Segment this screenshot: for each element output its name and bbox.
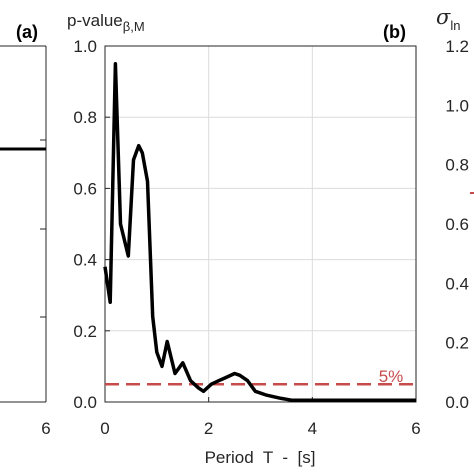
y-tick-label: 0.6 — [73, 179, 97, 198]
panel-c-y-tick-label: 0.4 — [445, 274, 469, 293]
panel-a-label: (a) — [16, 22, 38, 42]
panel-c-title-subscript: ln — [450, 18, 460, 33]
panel-b-title-subscript: β,M — [123, 19, 145, 34]
x-axis-title: Period T - [s] — [205, 448, 316, 467]
panel-c: σln 0.0 0.2 0.4 0.6 0.8 1.0 1.2 — [436, 5, 474, 412]
panel-c-ticks: 0.0 0.2 0.4 0.6 0.8 1.0 1.2 — [445, 37, 469, 412]
panel-b-label: (b) — [383, 22, 406, 42]
panel-b-frame — [104, 45, 417, 403]
panel-b-title: p-valueβ,M — [67, 11, 145, 34]
panel-b-ticks: 0 2 4 6 0.0 0.2 0.4 0.6 0.8 1.0 — [73, 37, 420, 438]
y-tick-label: 0.8 — [73, 108, 97, 127]
panel-c-y-tick-label: 0.8 — [445, 156, 469, 175]
panel-c-y-tick-label: 1.2 — [445, 37, 469, 56]
panel-c-y-tick-label: 0.2 — [445, 334, 469, 353]
panel-b: 0 2 4 6 0.0 0.2 0.4 0.6 0.8 1.0 5% (b) p-valueβ,M… — [67, 11, 421, 467]
threshold-label: 5% — [379, 367, 404, 386]
panel-c-y-tick-label: 0.6 — [445, 215, 469, 234]
panel-c-y-tick-label: 1.0 — [445, 96, 469, 115]
y-tick-label: 1.0 — [73, 37, 97, 56]
x-tick-label: 2 — [204, 419, 213, 438]
panel-c-y-tick-label: 0.0 — [445, 393, 469, 412]
x-tick-label: 4 — [308, 419, 317, 438]
y-tick-label: 0.2 — [73, 322, 97, 341]
series-line — [103, 62, 416, 402]
x-tick-label: 6 — [411, 419, 420, 438]
y-tick-label: 0.0 — [73, 393, 97, 412]
panel-c-title: σln — [436, 5, 460, 33]
panel-a-x-tick-label: 6 — [41, 419, 50, 438]
panel-b-grid — [105, 46, 416, 402]
x-tick-label: 0 — [100, 419, 109, 438]
y-tick-label: 0.4 — [73, 251, 97, 270]
panel-a: (a) 6 — [0, 22, 51, 438]
panel-b-title-main: p-value — [67, 11, 123, 30]
panel-c-title-main: σ — [436, 5, 451, 29]
